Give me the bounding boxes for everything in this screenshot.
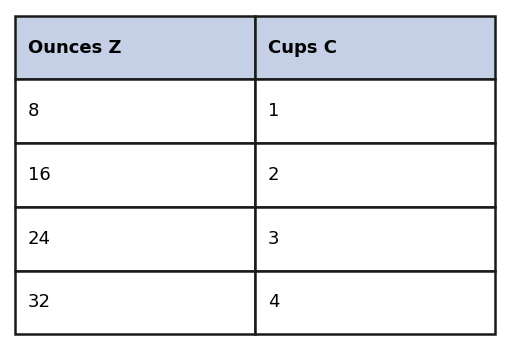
Text: 4: 4 <box>267 293 279 312</box>
Bar <box>15 16 254 79</box>
Bar <box>15 79 254 143</box>
Text: Cups C: Cups C <box>267 38 336 57</box>
Text: 32: 32 <box>28 293 51 312</box>
Text: 24: 24 <box>28 230 51 248</box>
Bar <box>254 143 494 207</box>
Text: 8: 8 <box>28 102 39 120</box>
Text: 3: 3 <box>267 230 279 248</box>
Bar <box>15 207 254 271</box>
Bar <box>15 271 254 334</box>
Text: 16: 16 <box>28 166 51 184</box>
Bar <box>15 143 254 207</box>
Bar <box>254 207 494 271</box>
Text: 1: 1 <box>267 102 278 120</box>
Bar <box>254 271 494 334</box>
Text: 2: 2 <box>267 166 279 184</box>
Text: Ounces Z: Ounces Z <box>28 38 121 57</box>
Bar <box>254 79 494 143</box>
Bar <box>254 16 494 79</box>
